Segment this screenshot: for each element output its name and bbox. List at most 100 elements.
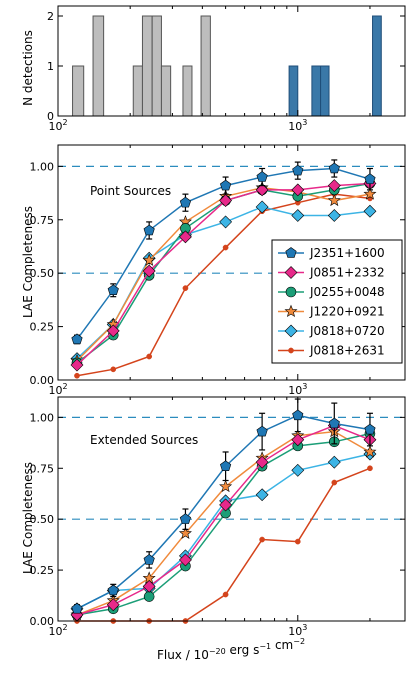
data-layer bbox=[70, 15, 382, 624]
middle-data-point bbox=[219, 215, 233, 229]
bottom-ytick-label: 0.75 bbox=[30, 462, 55, 475]
bottom-data-point bbox=[292, 409, 304, 421]
middle-data-point bbox=[327, 193, 341, 207]
bottom-data-point bbox=[71, 602, 83, 614]
bottom-data-point bbox=[291, 433, 305, 447]
middle-data-point bbox=[255, 200, 269, 214]
bottom-data-point bbox=[331, 479, 338, 486]
top-xtick-label: 103 bbox=[288, 118, 307, 133]
middle-data-point bbox=[255, 183, 269, 197]
middle-frame bbox=[57, 144, 406, 381]
middle-data-point bbox=[110, 366, 117, 373]
middle-data-point bbox=[142, 253, 156, 266]
legend-label: J2351+1600 bbox=[309, 246, 385, 260]
middle-ytick-label: 0.00 bbox=[30, 374, 55, 387]
legend-label: J1220+0921 bbox=[309, 305, 385, 319]
middle-data-point bbox=[291, 209, 305, 222]
gridlines-layer bbox=[58, 165, 405, 520]
legend-marker bbox=[284, 324, 298, 338]
top-ylabel: N detections bbox=[21, 30, 35, 106]
bottom-data-point bbox=[220, 460, 232, 471]
middle-data-point bbox=[142, 264, 156, 278]
top-xtick-label: 102 bbox=[48, 118, 67, 133]
bottom-data-point bbox=[363, 445, 377, 458]
bottom-xlabel: Flux / 10−20 erg s−1 cm−2 bbox=[157, 637, 305, 662]
bottom-xtick-label: 103 bbox=[288, 623, 307, 638]
bottom-data-point bbox=[178, 526, 192, 539]
legend-marker bbox=[285, 247, 297, 258]
bottom-data-point bbox=[367, 465, 373, 472]
bottom-data-point bbox=[364, 423, 376, 435]
legend-box bbox=[271, 239, 403, 364]
bottom-frame bbox=[57, 396, 406, 622]
middle-data-point bbox=[220, 179, 232, 191]
middle-data-point bbox=[70, 358, 84, 372]
bottom-data-point bbox=[327, 455, 341, 469]
histogram-bar bbox=[132, 65, 143, 117]
bottom-series-line bbox=[76, 424, 371, 616]
bottom-data-point bbox=[179, 553, 192, 567]
bottom-data-point bbox=[179, 513, 192, 524]
middle-data-point bbox=[256, 171, 268, 182]
legend-label: J0851+2332 bbox=[309, 266, 385, 280]
middle-data-point bbox=[107, 284, 119, 296]
axes-layer bbox=[57, 5, 406, 622]
legend-label: J0818+0720 bbox=[309, 324, 385, 338]
middle-ytick-label: 0.25 bbox=[30, 321, 55, 334]
bottom-data-point bbox=[219, 498, 233, 512]
histogram-bar bbox=[372, 15, 382, 117]
text-layer: N detections LAE Completeness LAE Comple… bbox=[21, 10, 307, 662]
histogram-bar bbox=[92, 15, 105, 117]
middle-data-point bbox=[363, 204, 377, 218]
bottom-ytick-label: 0.50 bbox=[30, 513, 55, 526]
bottom-data-point bbox=[255, 488, 269, 502]
bottom-data-point bbox=[259, 536, 265, 543]
middle-data-point bbox=[222, 244, 229, 251]
bottom-data-point bbox=[142, 579, 156, 593]
bottom-ylabel: LAE Completeness bbox=[21, 462, 35, 574]
bottom-data-point bbox=[255, 455, 269, 469]
histogram-bar bbox=[200, 15, 211, 117]
middle-data-point bbox=[328, 162, 340, 174]
bottom-data-point bbox=[328, 417, 340, 429]
bottom-series-line bbox=[76, 467, 371, 622]
middle-data-point bbox=[179, 230, 192, 244]
top-ytick-label: 1 bbox=[47, 60, 54, 73]
histogram-bar bbox=[320, 65, 330, 117]
middle-data-point bbox=[146, 353, 153, 360]
legend-label: J0255+0048 bbox=[309, 285, 385, 299]
bottom-data-point bbox=[256, 425, 268, 437]
top-ytick-label: 2 bbox=[47, 10, 54, 23]
middle-data-point bbox=[179, 196, 192, 208]
bottom-series-line bbox=[76, 432, 371, 616]
middle-data-point bbox=[182, 285, 189, 291]
histogram-bar bbox=[182, 65, 193, 117]
middle-data-point bbox=[74, 372, 80, 379]
middle-annotation: Point Sources bbox=[90, 184, 171, 198]
middle-data-point bbox=[327, 179, 341, 193]
middle-data-point bbox=[364, 173, 376, 184]
histogram-bar bbox=[72, 65, 85, 117]
histogram-bar bbox=[311, 65, 322, 117]
bottom-data-point bbox=[143, 591, 155, 602]
legend-marker bbox=[284, 304, 298, 318]
histogram-bar bbox=[160, 65, 172, 117]
bottom-series-line bbox=[76, 453, 371, 610]
bottom-data-point bbox=[107, 584, 119, 596]
legend-label: J0818+2631 bbox=[309, 344, 385, 358]
middle-ytick-label: 0.75 bbox=[30, 214, 55, 227]
bottom-ytick-label: 0.25 bbox=[30, 564, 55, 577]
legend: J2351+1600 J0851+2332 J0255+0048 J1220+0921… bbox=[271, 239, 403, 364]
legend-marker bbox=[288, 347, 294, 354]
middle-xtick-label: 103 bbox=[288, 382, 307, 397]
middle-ytick-label: 1.00 bbox=[30, 160, 55, 173]
middle-data-point bbox=[327, 209, 341, 222]
histogram-bar bbox=[141, 15, 153, 117]
bottom-ytick-label: 1.00 bbox=[30, 411, 55, 424]
middle-xtick-label: 102 bbox=[48, 382, 67, 397]
histogram-bar bbox=[151, 15, 162, 117]
bottom-data-point bbox=[294, 538, 301, 545]
bottom-data-point bbox=[106, 598, 120, 612]
middle-data-point bbox=[363, 187, 377, 200]
